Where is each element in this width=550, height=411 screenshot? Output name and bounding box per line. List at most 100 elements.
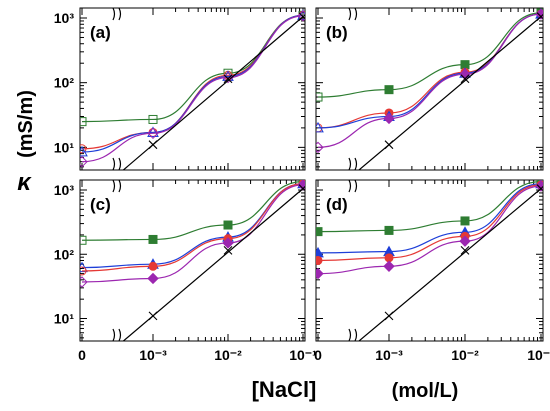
panel-2: 10¹ 10² 10³ 0 10⁻³ 10⁻² 10⁻¹ (c): [54, 179, 317, 363]
data-point: [460, 216, 470, 226]
series-line: [122, 16, 304, 170]
y-tick-label: 10²: [54, 75, 75, 91]
x-tick-label: 10⁻¹: [527, 347, 550, 363]
data-point: [148, 114, 158, 124]
data-point: [223, 245, 233, 255]
panel-3: 0 10⁻³ 10⁻² 10⁻¹ (d): [314, 179, 550, 363]
data-point: [80, 276, 88, 288]
panel-label: (d): [326, 195, 348, 214]
x-tick-label: 10⁻²: [214, 347, 242, 363]
data-point: [147, 127, 159, 140]
panel-frame: [79, 7, 306, 171]
data-point: [316, 141, 324, 154]
data-point: [384, 311, 394, 321]
panels-group: 10¹ 10² 10³ (a) (b) 10¹ 10² 10³ 0 10⁻³ 10⁻² 10⁻¹ (c)…: [54, 7, 550, 363]
data-point: [80, 261, 88, 273]
data-point: [223, 220, 233, 230]
data-point: [384, 225, 394, 235]
data-point: [316, 227, 323, 237]
data-point: [384, 140, 394, 150]
plot-area: [316, 180, 543, 341]
panel-1: (b): [315, 7, 544, 171]
series-line: [317, 12, 542, 98]
plot-area: [80, 9, 305, 170]
series-line: [317, 185, 542, 275]
series-line: [81, 181, 304, 241]
data-point: [148, 311, 158, 321]
data-point: [316, 92, 323, 102]
data-point: [148, 261, 158, 271]
data-point: [147, 272, 159, 285]
data-point: [298, 184, 305, 194]
data-point: [298, 12, 305, 22]
x-tick-label: 10⁻²: [451, 347, 479, 363]
y-tick-label: 10²: [54, 246, 75, 262]
data-point: [383, 112, 395, 125]
axis-break-mark: [112, 179, 122, 193]
data-point: [297, 10, 305, 22]
axis-break-mark: [112, 328, 122, 342]
data-point: [148, 234, 158, 244]
data-point: [80, 156, 88, 168]
data-point: [384, 85, 394, 95]
series-line: [317, 13, 542, 148]
data-point: [80, 145, 88, 157]
x-axis-unit: (mol/L): [392, 380, 459, 402]
data-point: [383, 260, 395, 272]
y-tick-label: 10³: [54, 10, 75, 26]
x-tick-label: 10⁻¹: [289, 347, 317, 363]
series-line: [81, 15, 304, 163]
series-line: [317, 183, 542, 254]
data-point: [459, 235, 471, 247]
data-point: [80, 266, 87, 276]
panel-label: (a): [90, 23, 111, 42]
x-tick-label: 0: [78, 347, 86, 363]
data-point: [222, 237, 234, 249]
x-axis-title: [NaCl]: [252, 377, 317, 402]
data-point: [147, 126, 159, 137]
y-tick-label: 10¹: [54, 139, 75, 155]
series-line: [81, 14, 304, 150]
axis-break-mark: [348, 179, 358, 193]
panel-frame: [315, 7, 544, 171]
series-line: [317, 184, 542, 262]
x-tick-label: 0: [314, 347, 322, 363]
y-axis-symbol: κ: [17, 169, 32, 196]
series-line: [122, 188, 304, 341]
panel-0: 10¹ 10² 10³ (a): [54, 7, 306, 171]
series-line: [81, 183, 304, 269]
series-line: [358, 188, 542, 341]
data-point: [316, 121, 324, 133]
data-point: [80, 235, 87, 245]
series-line: [81, 14, 304, 153]
data-point: [460, 245, 470, 255]
data-point: [316, 267, 324, 280]
axis-break-mark: [348, 157, 358, 171]
data-point: [536, 184, 543, 194]
series-line: [317, 181, 542, 233]
series-line: [81, 183, 304, 272]
data-point: [316, 255, 323, 265]
data-point: [80, 117, 87, 127]
series-line: [81, 184, 304, 283]
panel-frame: [315, 179, 544, 342]
plot-area: [80, 180, 305, 341]
data-point: [536, 12, 543, 22]
axis-break-mark: [348, 328, 358, 342]
axis-break-mark: [112, 7, 122, 21]
series-line: [81, 14, 304, 123]
axis-break-mark: [112, 157, 122, 171]
panel-label: (b): [326, 23, 348, 42]
data-point: [80, 144, 87, 154]
data-point: [297, 180, 305, 191]
data-point: [148, 140, 158, 150]
x-tick-label: 10⁻³: [139, 347, 167, 363]
y-axis-unit: (mS/m): [15, 90, 37, 158]
x-tick-label: 10⁻³: [375, 347, 403, 363]
plot-area: [316, 8, 543, 170]
y-tick-label: 10³: [54, 182, 75, 198]
y-tick-label: 10¹: [54, 311, 75, 327]
series-line: [358, 16, 542, 170]
data-point: [460, 74, 470, 84]
